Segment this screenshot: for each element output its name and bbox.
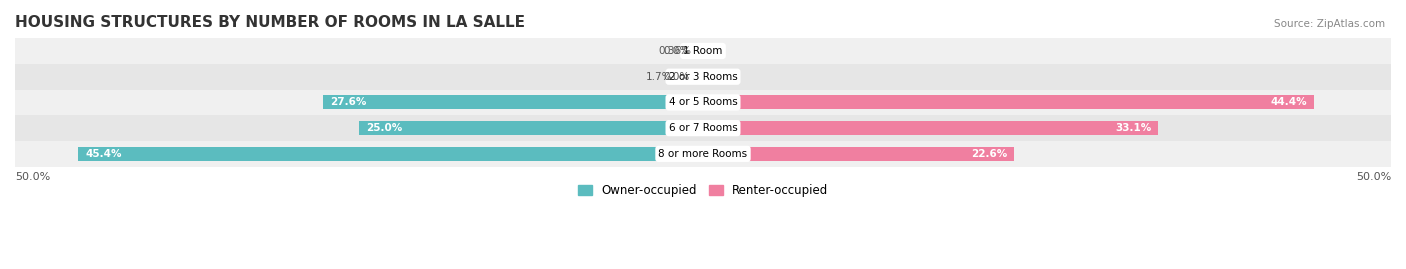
Legend: Owner-occupied, Renter-occupied: Owner-occupied, Renter-occupied xyxy=(572,179,834,202)
Text: HOUSING STRUCTURES BY NUMBER OF ROOMS IN LA SALLE: HOUSING STRUCTURES BY NUMBER OF ROOMS IN… xyxy=(15,15,524,30)
Bar xyxy=(703,95,1315,109)
Bar xyxy=(15,64,1391,90)
Text: 1 Room: 1 Room xyxy=(683,46,723,56)
Text: Source: ZipAtlas.com: Source: ZipAtlas.com xyxy=(1274,19,1385,29)
Text: 1.7%: 1.7% xyxy=(647,72,672,82)
Text: 0.0%: 0.0% xyxy=(664,46,689,56)
Bar xyxy=(15,115,1391,141)
Text: 8 or more Rooms: 8 or more Rooms xyxy=(658,149,748,159)
Text: 0.0%: 0.0% xyxy=(664,72,689,82)
Bar xyxy=(703,121,1159,135)
Text: 2 or 3 Rooms: 2 or 3 Rooms xyxy=(669,72,737,82)
Bar xyxy=(323,95,703,109)
Bar xyxy=(697,44,703,58)
Bar xyxy=(15,90,1391,115)
Text: 22.6%: 22.6% xyxy=(972,149,1007,159)
Bar xyxy=(15,38,1391,64)
Text: 0.36%: 0.36% xyxy=(658,46,692,56)
Text: 4 or 5 Rooms: 4 or 5 Rooms xyxy=(669,97,737,107)
Text: 27.6%: 27.6% xyxy=(330,97,367,107)
Bar xyxy=(359,121,703,135)
Text: 50.0%: 50.0% xyxy=(1355,172,1391,182)
Bar xyxy=(15,141,1391,167)
Bar xyxy=(703,147,1014,161)
Bar xyxy=(79,147,703,161)
Text: 33.1%: 33.1% xyxy=(1115,123,1152,133)
Text: 25.0%: 25.0% xyxy=(366,123,402,133)
Text: 44.4%: 44.4% xyxy=(1271,97,1308,107)
Text: 50.0%: 50.0% xyxy=(15,172,51,182)
Text: 45.4%: 45.4% xyxy=(86,149,122,159)
Bar xyxy=(679,70,703,84)
Text: 6 or 7 Rooms: 6 or 7 Rooms xyxy=(669,123,737,133)
